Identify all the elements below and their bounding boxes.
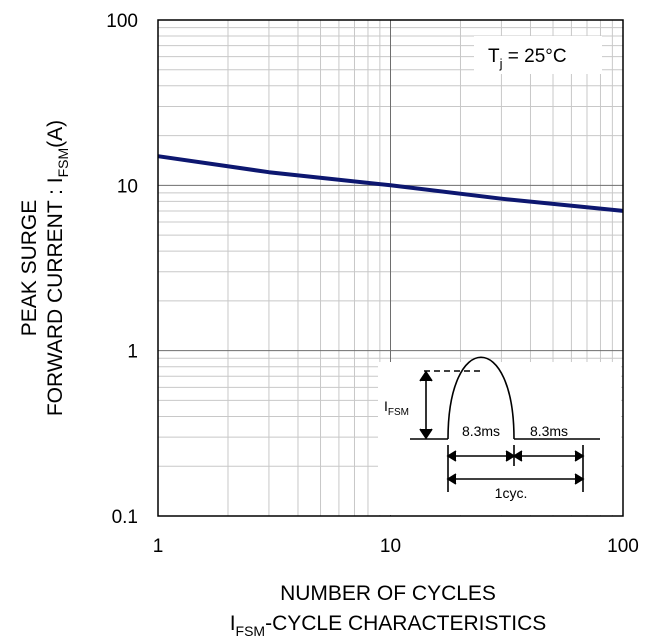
y-axis-title-line2: FORWARD CURRENT : IFSM(A) (44, 120, 71, 416)
half-cycle-arrow-head-left (446, 450, 457, 462)
x-tick-label: 10 (380, 536, 401, 557)
x-axis-title: NUMBER OF CYCLES (280, 582, 496, 605)
y-axis-title-line1: PEAK SURGE (18, 200, 41, 337)
x-tick-labels: 1 10 100 (153, 536, 639, 557)
x-tick-label: 1 (153, 536, 164, 557)
half-cycle-label: 8.3ms (462, 423, 500, 439)
y-tick-labels: 0.1 1 10 100 (106, 11, 138, 528)
y-tick-label: 0.1 (112, 507, 138, 528)
temperature-annotation-box (474, 36, 602, 74)
y-tick-label: 10 (117, 176, 138, 197)
ifsm-arrow-head-top (419, 370, 433, 382)
cycle-label: 1cyc. (495, 485, 528, 501)
waveform-inset (410, 356, 600, 492)
second-half-arrow-head-right (574, 450, 585, 462)
cycle-arrow-head-right (574, 473, 585, 485)
x-tick-label: 100 (607, 536, 639, 557)
series-layer (157, 154, 624, 213)
plot-frame (157, 19, 624, 517)
ifsm-arrow-head-bottom (419, 428, 433, 440)
inset-ifsm-label: IFSM (384, 398, 409, 418)
y-tick-label: 100 (106, 11, 138, 32)
second-half-label: 8.3ms (530, 423, 568, 439)
cycle-arrow-head-left (446, 473, 457, 485)
temperature-annotation: Tj = 25°C (488, 46, 567, 71)
y-tick-label: 1 (127, 342, 138, 363)
chart-caption: IFSM-CYCLE CHARACTERISTICS (230, 612, 547, 639)
waveform-half-sine (447, 356, 515, 440)
ifsm-series-line (157, 154, 624, 213)
second-half-arrow-head-left (512, 450, 523, 462)
